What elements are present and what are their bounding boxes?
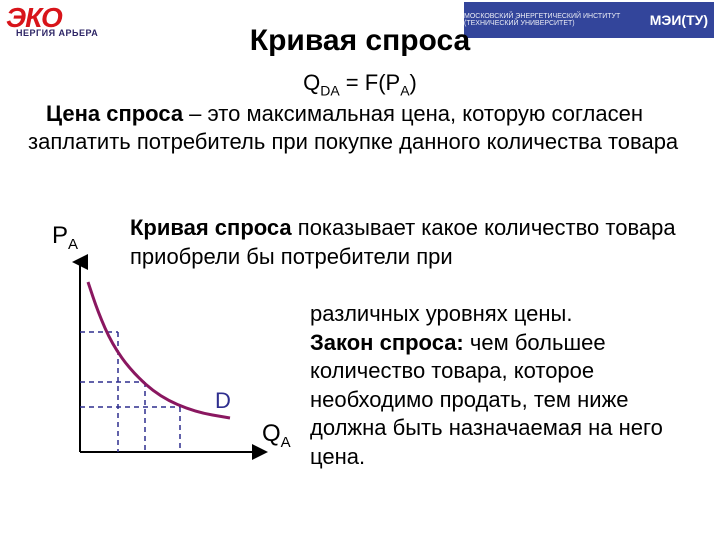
p1-bold: Цена спроса [46, 101, 183, 126]
paragraph-demand-price: Цена спроса – это максимальная цена, кот… [28, 100, 700, 155]
formula-rhs-sub: A [400, 82, 409, 98]
page-title: Кривая спроса [0, 24, 720, 58]
formula-lhs-base: Q [303, 70, 320, 95]
demand-curve [88, 282, 230, 418]
p2-bold: Кривая спроса [130, 215, 292, 240]
y-axis-base: P [52, 222, 68, 249]
formula-close: ) [410, 70, 417, 95]
formula: QDA = F(PA) [0, 70, 720, 98]
y-axis-label: PA [52, 222, 78, 253]
guide-lines [80, 332, 180, 452]
paragraph-demand-law: различных уровнях цены. Закон спроса: че… [310, 300, 700, 472]
p3-line1: различных уровнях цены. [310, 301, 572, 326]
demand-chart [50, 252, 280, 472]
formula-lhs-sub: DA [320, 82, 339, 98]
y-axis-sub: A [68, 236, 78, 253]
p3-bold: Закон спроса: [310, 330, 464, 355]
x-axis-sub: A [281, 434, 291, 451]
formula-eq: = F(P [340, 70, 401, 95]
